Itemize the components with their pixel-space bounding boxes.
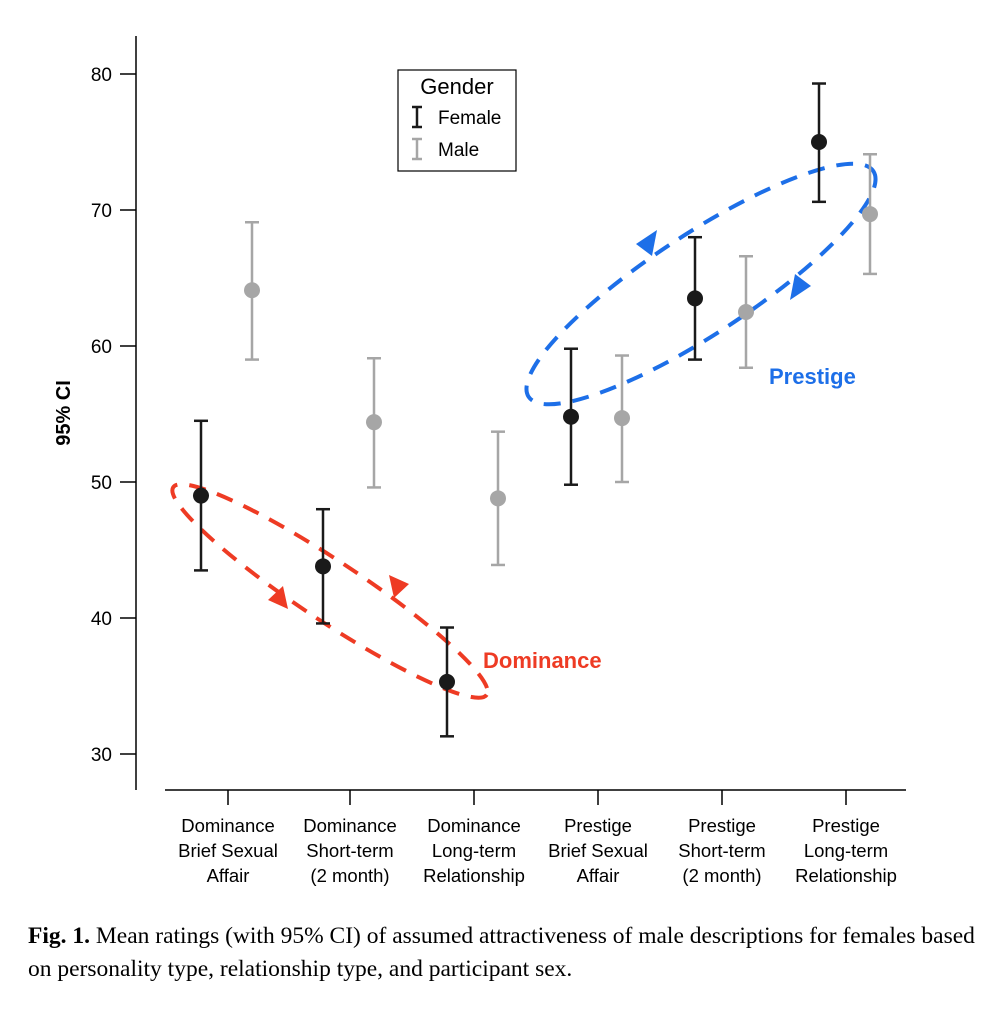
legend-label-male: Male bbox=[438, 140, 479, 161]
caption-text: Mean ratings (with 95% CI) of assumed at… bbox=[28, 923, 975, 982]
annotations: Dominance Prestige bbox=[170, 161, 878, 700]
y-tick-label: 80 bbox=[91, 65, 112, 86]
x-tick-label-line: Prestige bbox=[564, 815, 632, 836]
x-tick-label-line: Dominance bbox=[181, 815, 275, 836]
male-point bbox=[614, 410, 630, 427]
x-tick-label-line: Dominance bbox=[427, 815, 521, 836]
y-tick-label: 60 bbox=[91, 337, 112, 358]
female-point bbox=[687, 290, 703, 307]
series-male bbox=[244, 152, 878, 567]
chart: 30 40 50 60 70 80 95% CI Dominance Brief Sexual… bbox=[53, 36, 906, 886]
x-tick-label-line: Affair bbox=[207, 865, 250, 886]
x-tick-label-line: Short-term bbox=[306, 840, 393, 861]
dominance-ellipse bbox=[170, 482, 490, 700]
y-tick-label: 50 bbox=[91, 473, 112, 494]
female-point bbox=[439, 673, 455, 690]
caption-label: Fig. 1. bbox=[28, 923, 91, 949]
x-tick-label-line: Long-term bbox=[432, 840, 516, 861]
y-tick-label: 30 bbox=[91, 745, 112, 766]
x-tick-label-line: Short-term bbox=[678, 840, 765, 861]
dominance-arrow-up bbox=[389, 575, 409, 598]
x-axis: Dominance Brief Sexual Affair Dominance Shor… bbox=[165, 789, 906, 886]
x-tick-label: Prestige Long-term Relationship bbox=[795, 815, 897, 886]
female-point bbox=[811, 134, 827, 150]
legend: Gender Female Male bbox=[397, 69, 517, 172]
prestige-arrow-down bbox=[790, 274, 811, 300]
x-tick-label: Dominance Brief Sexual Affair bbox=[178, 815, 278, 886]
x-tick-label-line: (2 month) bbox=[310, 865, 389, 886]
x-tick-label-line: Affair bbox=[577, 865, 620, 886]
prestige-label: Prestige bbox=[769, 364, 856, 389]
male-point bbox=[366, 414, 382, 431]
male-point bbox=[490, 490, 506, 507]
x-tick-label-line: Relationship bbox=[423, 865, 525, 886]
x-tick-label-line: Prestige bbox=[812, 815, 880, 836]
series-female bbox=[193, 82, 827, 738]
x-tick-label: Prestige Short-term (2 month) bbox=[678, 815, 765, 886]
prestige-ellipse bbox=[524, 161, 878, 407]
male-point bbox=[738, 304, 754, 320]
x-tick-label: Prestige Brief Sexual Affair bbox=[548, 815, 648, 886]
x-tick-label: Dominance Long-term Relationship bbox=[423, 815, 525, 886]
y-axis: 30 40 50 60 70 80 95% CI bbox=[53, 36, 137, 790]
y-axis-label: 95% CI bbox=[53, 380, 75, 446]
prestige-arrow-up bbox=[636, 230, 657, 256]
female-point bbox=[193, 487, 209, 504]
male-point bbox=[862, 206, 878, 223]
female-point bbox=[563, 408, 579, 425]
dominance-arrow-down bbox=[268, 586, 288, 609]
x-tick-label-line: Prestige bbox=[688, 815, 756, 836]
x-tick-label-line: Relationship bbox=[795, 865, 897, 886]
x-tick-label-line: Brief Sexual bbox=[178, 840, 278, 861]
dominance-label: Dominance bbox=[483, 648, 602, 673]
x-tick-label-line: Dominance bbox=[303, 815, 397, 836]
legend-label-female: Female bbox=[438, 108, 501, 129]
x-tick-label-line: Long-term bbox=[804, 840, 888, 861]
figure-caption: Fig. 1. Mean ratings (with 95% CI) of as… bbox=[28, 920, 978, 986]
legend-title: Gender bbox=[420, 74, 493, 99]
y-tick-label: 70 bbox=[91, 201, 112, 222]
x-tick-label-line: Brief Sexual bbox=[548, 840, 648, 861]
x-tick-label: Dominance Short-term (2 month) bbox=[303, 815, 397, 886]
x-tick-label-line: (2 month) bbox=[682, 865, 761, 886]
y-tick-label: 40 bbox=[91, 609, 112, 630]
female-point bbox=[315, 558, 331, 575]
male-point bbox=[244, 282, 260, 299]
